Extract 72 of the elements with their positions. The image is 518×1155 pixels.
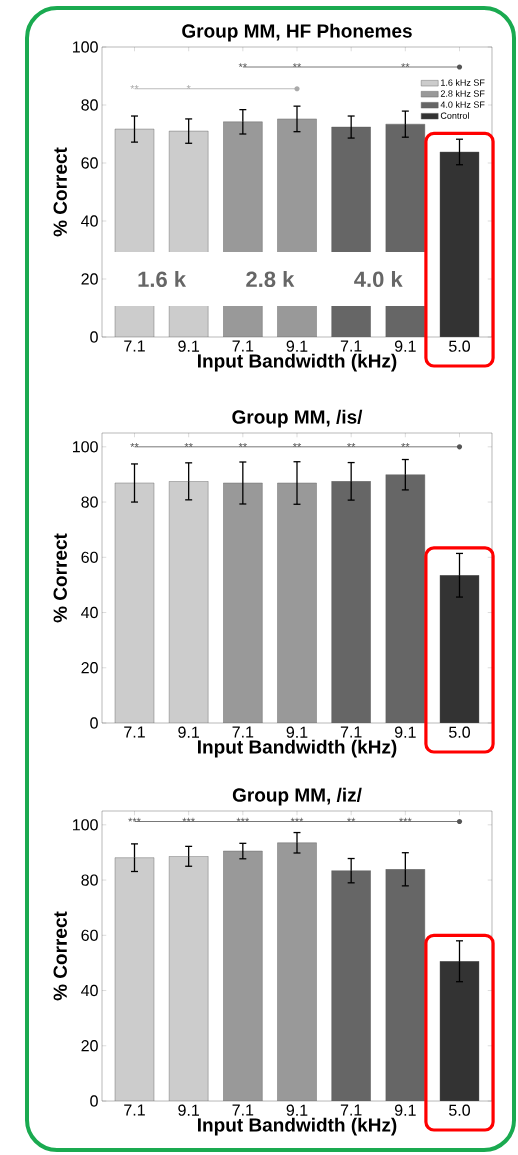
y-tick-label: 80 — [81, 99, 98, 111]
y-axis-title: % Correct — [53, 911, 67, 1001]
annotation: ** — [401, 443, 410, 447]
legend-label: 4.0 kHz SF — [440, 101, 485, 108]
x-tick-label: 9.1 — [286, 1104, 308, 1116]
x-tick-label: 7.1 — [340, 340, 362, 352]
y-tick-label: 40 — [81, 606, 98, 619]
x-tick-label: 9.1 — [178, 726, 200, 738]
annotation: *** — [182, 817, 195, 822]
x-tick-label: 9.1 — [286, 726, 308, 738]
y-tick-label: 80 — [81, 496, 98, 508]
x-tick-label: 7.1 — [124, 1104, 145, 1116]
x-tick-label: 7.1 — [232, 726, 254, 738]
legend-label: 2.8 kHz SF — [440, 90, 485, 97]
y-tick-label: 100 — [73, 41, 98, 53]
annotation: ** — [347, 443, 356, 447]
annotation: *** — [399, 817, 412, 822]
x-axis-title: Input Bandwidth (kHz) — [198, 739, 397, 758]
y-axis-title: % Correct — [53, 533, 67, 623]
chart-title: Group MM, /iz/ — [232, 787, 362, 806]
x-tick-label: 9.1 — [394, 726, 416, 738]
x-axis-title: Input Bandwidth (kHz) — [198, 353, 397, 372]
y-tick-label: 20 — [81, 662, 98, 674]
x-axis-title: Input Bandwidth (kHz) — [198, 1117, 397, 1136]
annotation: ** — [130, 443, 139, 447]
x-tick-label: 5.0 — [449, 340, 470, 352]
annotation: ** — [347, 817, 356, 822]
annotation: ** — [184, 443, 193, 447]
legend-label: Control — [440, 112, 469, 119]
y-tick-label: 40 — [81, 215, 98, 227]
y-tick-label: 0 — [90, 331, 98, 343]
y-tick-label: 60 — [81, 551, 98, 563]
annotation: 1.6 k — [138, 270, 187, 288]
legend-label: 1.6 kHz SF — [441, 79, 485, 86]
annotation: 4.0 k — [354, 270, 403, 288]
annotation: ** — [130, 84, 139, 89]
annotation: *** — [236, 817, 250, 822]
annotation: ** — [238, 63, 247, 68]
x-tick-label: 9.1 — [394, 1104, 416, 1116]
annotation: ** — [292, 443, 302, 447]
x-tick-label: 7.1 — [232, 1104, 254, 1116]
chart-title: Group MM, /is/ — [232, 409, 363, 428]
y-tick-label: 100 — [73, 819, 98, 831]
y-tick-label: 60 — [81, 157, 98, 169]
y-tick-label: 0 — [90, 717, 98, 729]
x-tick-label: 7.1 — [124, 726, 145, 738]
x-tick-label: 5.0 — [449, 1104, 470, 1116]
annotation: ** — [238, 443, 247, 447]
x-tick-label: 9.1 — [178, 340, 200, 352]
y-tick-label: 100 — [73, 441, 98, 453]
y-tick-label: 60 — [81, 929, 98, 941]
x-tick-label: 5.0 — [449, 726, 470, 738]
chart-title: Group MM, HF Phonemes — [182, 23, 412, 42]
annotation: 2.8 k — [246, 270, 295, 288]
x-tick-label: 9.1 — [178, 1104, 200, 1116]
x-tick-label: 7.1 — [124, 340, 145, 352]
y-tick-label: 40 — [81, 984, 98, 997]
annotation: *** — [128, 817, 141, 822]
y-tick-label: 20 — [81, 1040, 98, 1052]
x-tick-label: 9.1 — [394, 340, 416, 352]
y-tick-label: 80 — [81, 874, 98, 886]
annotation: * — [186, 84, 191, 89]
y-tick-label: 20 — [81, 273, 98, 285]
x-tick-label: 7.1 — [232, 340, 254, 352]
x-tick-label: 9.1 — [286, 340, 308, 352]
x-tick-label: 7.1 — [340, 1104, 362, 1116]
annotation: *** — [290, 817, 304, 822]
y-axis-title: % Correct — [53, 147, 67, 237]
x-tick-label: 7.1 — [340, 726, 362, 738]
annotation: ** — [401, 63, 410, 68]
annotation: ** — [292, 63, 302, 68]
y-tick-label: 0 — [90, 1095, 98, 1107]
